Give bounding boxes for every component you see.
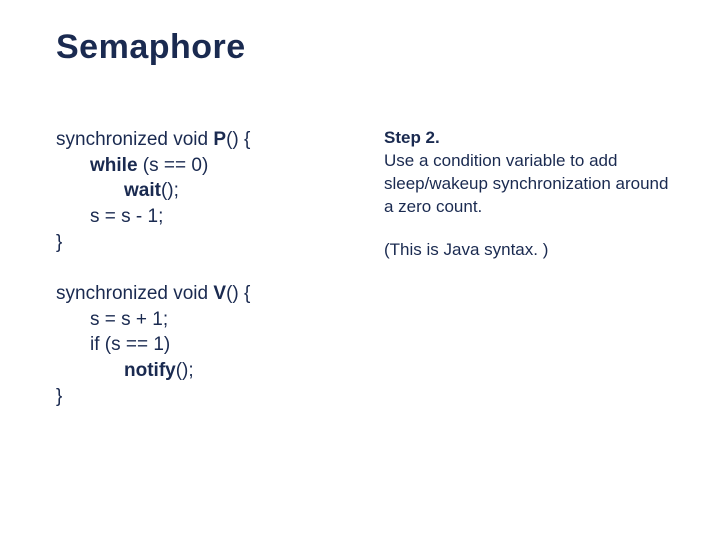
- code-line: while (s == 0): [56, 153, 356, 179]
- code-text: synchronized void: [56, 283, 213, 304]
- code-method-name: V: [213, 283, 226, 304]
- code-keyword: while: [90, 155, 138, 176]
- code-keyword: wait: [124, 180, 161, 201]
- code-column: synchronized void P() { while (s == 0) w…: [56, 127, 356, 435]
- code-line: }: [56, 230, 356, 256]
- explanation-column: Step 2. Use a condition variable to add …: [384, 127, 672, 435]
- step-block: Step 2. Use a condition variable to add …: [384, 127, 672, 219]
- syntax-note: (This is Java syntax. ): [384, 239, 672, 262]
- code-method-name: P: [213, 129, 226, 150]
- slide-title: Semaphore: [56, 28, 672, 67]
- code-keyword: notify: [124, 360, 176, 381]
- code-line: synchronized void V() {: [56, 281, 356, 307]
- code-line: synchronized void P() {: [56, 127, 356, 153]
- code-line: notify();: [56, 358, 356, 384]
- code-line: wait();: [56, 178, 356, 204]
- code-line: if (s == 1): [56, 332, 356, 358]
- step-text: Use a condition variable to add sleep/wa…: [384, 150, 672, 219]
- code-block-v: synchronized void V() { s = s + 1; if (s…: [56, 281, 356, 409]
- code-text: ();: [161, 180, 179, 201]
- code-text: ();: [176, 360, 194, 381]
- code-line: }: [56, 384, 356, 410]
- step-label: Step 2.: [384, 127, 672, 150]
- code-text: synchronized void: [56, 129, 213, 150]
- code-text: () {: [226, 129, 250, 150]
- code-block-p: synchronized void P() { while (s == 0) w…: [56, 127, 356, 255]
- code-line: s = s + 1;: [56, 307, 356, 333]
- code-text: () {: [226, 283, 250, 304]
- content-columns: synchronized void P() { while (s == 0) w…: [56, 127, 672, 435]
- slide: Semaphore synchronized void P() { while …: [0, 0, 720, 540]
- code-text: (s == 0): [138, 155, 209, 176]
- code-line: s = s - 1;: [56, 204, 356, 230]
